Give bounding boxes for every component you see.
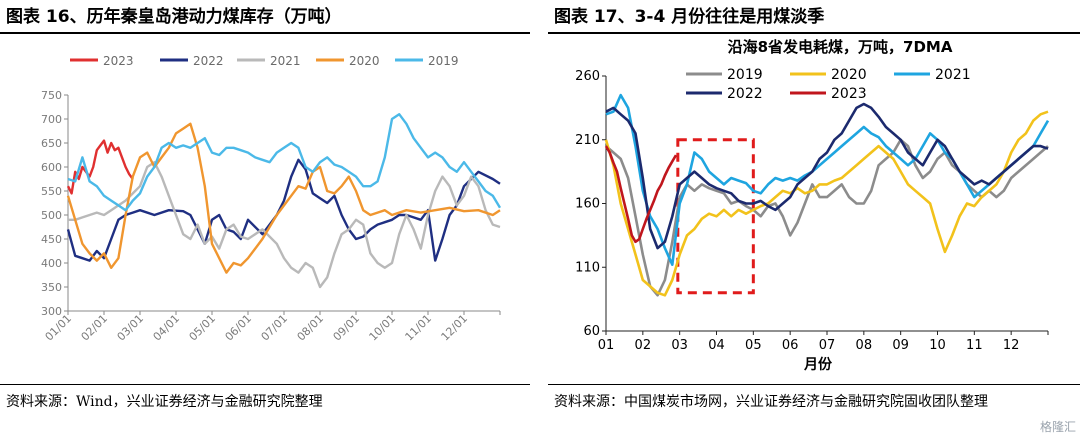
x-tick-label: 10 xyxy=(929,338,946,353)
y-tick-label: 650 xyxy=(41,137,62,150)
x-tick-label: 11/01 xyxy=(403,312,435,344)
bottom-rule xyxy=(548,384,1080,385)
x-tick-label: 08 xyxy=(856,338,873,353)
x-tick-label: 04/01 xyxy=(151,312,183,344)
watermark-logo: 格隆汇 xyxy=(1039,420,1076,434)
x-tick-label: 03 xyxy=(671,338,688,353)
y-tick-label: 60 xyxy=(583,324,600,339)
y-tick-label: 700 xyxy=(41,113,62,126)
legend-label-2023: 2023 xyxy=(103,54,134,68)
series-line-2020 xyxy=(66,122,501,274)
y-tick-label: 300 xyxy=(41,305,62,318)
figure-16-source: 资料来源：Wind，兴业证券经济与金融研究院整理 xyxy=(6,394,323,410)
x-tick-label: 09/01 xyxy=(331,312,363,344)
y-tick-label: 160 xyxy=(575,197,600,212)
x-tick-label: 09 xyxy=(892,338,909,353)
x-tick-label: 07 xyxy=(819,338,836,353)
x-tick-label: 05 xyxy=(745,338,762,353)
figure-17-title: 图表 17、3-4 月份往往是用煤淡季 xyxy=(554,7,825,27)
legend-label-2022: 2022 xyxy=(193,54,224,68)
figure-17-panel: 图表 17、3-4 月份往往是用煤淡季 60 110 160 210 260 01 02 03… xyxy=(548,0,1080,441)
legend-label-2021: 2021 xyxy=(270,54,301,68)
y-tick-label: 750 xyxy=(41,89,62,102)
series-line-2019 xyxy=(605,138,1049,297)
y-tick-label: 210 xyxy=(575,133,600,148)
y-tick-label: 500 xyxy=(41,209,62,222)
series-line-2019 xyxy=(67,112,502,212)
series-line-2022 xyxy=(605,102,1049,250)
x-tick-label: 10/01 xyxy=(367,312,399,344)
x-tick-label: 08/01 xyxy=(295,312,327,344)
legend-label-2020: 2020 xyxy=(349,54,380,68)
figure-16-panel: 图表 16、历年秦皇岛港动力煤库存（万吨） 300 350 400 450 500 550… xyxy=(0,0,530,441)
y-tick-label: 350 xyxy=(41,281,62,294)
series-line-2023 xyxy=(66,139,134,195)
chart-title: 沿海8省发电耗煤，万吨，7DMA xyxy=(728,38,953,56)
x-tick-label: 11 xyxy=(966,338,983,353)
legend-label-2020: 2020 xyxy=(831,67,867,83)
y-tick-label: 400 xyxy=(41,257,62,270)
series-line-2021 xyxy=(68,160,501,289)
y-tick-label: 600 xyxy=(41,161,62,174)
legend-label-2019: 2019 xyxy=(727,67,763,83)
bottom-rule xyxy=(0,384,530,385)
y-tick-label: 550 xyxy=(41,185,62,198)
legend-label-2023: 2023 xyxy=(831,86,867,102)
y-tick-label: 110 xyxy=(575,260,600,275)
x-tick-label: 03/01 xyxy=(115,312,147,344)
legend-label-2019: 2019 xyxy=(428,54,459,68)
y-tick-label: 450 xyxy=(41,233,62,246)
series-line-2021 xyxy=(605,93,1050,266)
x-tick-label: 05/01 xyxy=(187,312,219,344)
x-axis-label: 月份 xyxy=(803,356,833,373)
x-tick-label: 02/01 xyxy=(79,312,111,344)
x-tick-label: 06 xyxy=(782,338,799,353)
x-tick-label: 02 xyxy=(635,338,652,353)
series-line-2020 xyxy=(604,110,1049,297)
series-line-2022 xyxy=(66,158,501,262)
legend-label-2021: 2021 xyxy=(935,67,971,83)
x-tick-label: 06/01 xyxy=(223,312,255,344)
figure-17-source: 资料来源：中国煤炭市场网，兴业证券经济与金融研究院固收团队整理 xyxy=(554,394,988,410)
y-tick-label: 260 xyxy=(575,69,600,84)
x-tick-label: 12 xyxy=(1003,338,1020,353)
x-tick-label: 07/01 xyxy=(259,312,291,344)
top-rule xyxy=(0,32,530,34)
top-rule xyxy=(548,32,1080,34)
coastal-coal-consumption-chart: 60 110 160 210 260 01 02 03 04 05 06 07 08 09 10 11 12 20… xyxy=(575,38,1050,373)
x-tick-label: 12/01 xyxy=(439,312,471,344)
legend-label-2022: 2022 xyxy=(727,86,763,102)
series-line-2023 xyxy=(604,145,678,244)
figure-16-title: 图表 16、历年秦皇岛港动力煤库存（万吨） xyxy=(6,7,342,27)
x-tick-label: 04 xyxy=(708,338,725,353)
x-tick-label: 01 xyxy=(598,338,615,353)
